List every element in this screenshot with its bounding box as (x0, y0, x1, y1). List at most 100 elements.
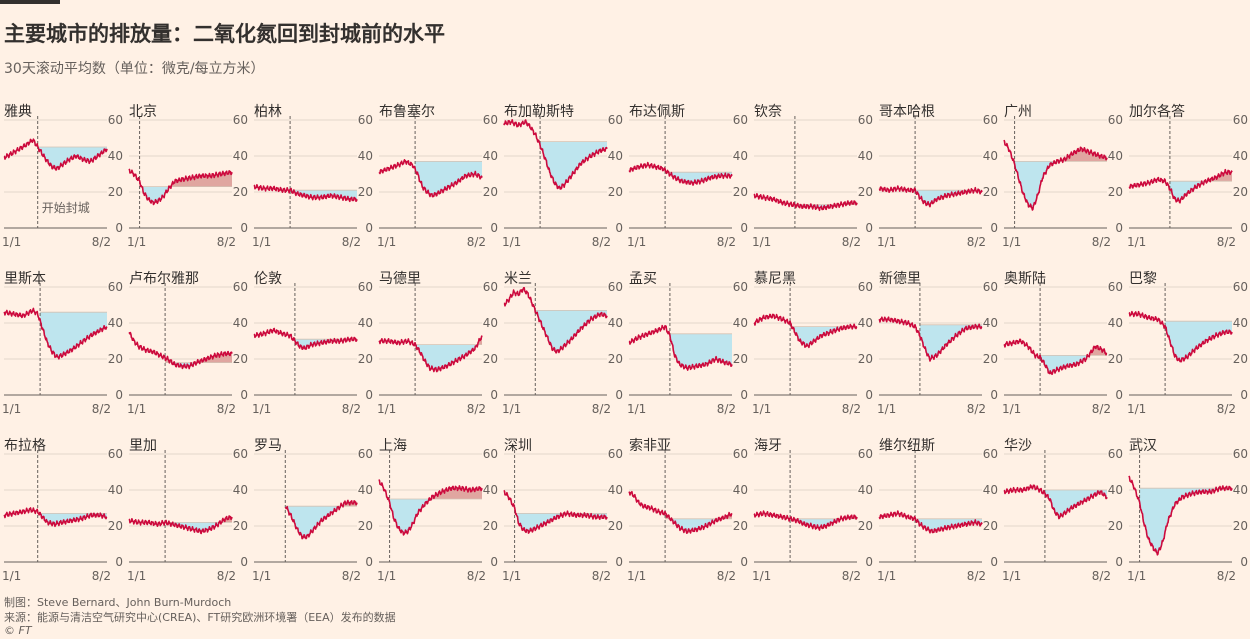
x-tick-label: 8/2 (842, 235, 861, 249)
y-tick-label: 40 (108, 149, 123, 163)
x-tick-label: 1/1 (1127, 235, 1146, 249)
y-tick-label: 20 (483, 352, 498, 366)
x-tick-label: 1/1 (502, 402, 521, 416)
no2-series-line (503, 119, 608, 190)
y-tick-label: 20 (983, 519, 998, 533)
y-tick-label: 0 (115, 388, 123, 402)
y-tick-label: 60 (108, 447, 123, 461)
y-tick-label: 20 (358, 519, 373, 533)
no2-series-line (253, 184, 358, 203)
y-tick-label: 0 (1240, 555, 1248, 569)
no2-series-line (128, 515, 233, 535)
city-chart: 0 20 40 60 1/1 8/2 (127, 447, 248, 583)
y-tick-label: 20 (358, 185, 373, 199)
reduction-area (669, 333, 732, 371)
y-tick-label: 0 (240, 555, 248, 569)
increase-area (1063, 147, 1107, 162)
city-label: 海牙 (754, 438, 782, 454)
y-tick-label: 40 (108, 483, 123, 497)
city-label: 华沙 (1004, 438, 1032, 454)
city-panel: 0 20 40 60 1/1 8/2 孟买 (625, 262, 750, 429)
x-tick-label: 8/2 (92, 235, 111, 249)
city-chart: 0 20 40 60 1/1 8/2 (502, 280, 623, 416)
no2-series-line (1003, 484, 1108, 520)
y-tick-label: 20 (1108, 519, 1123, 533)
y-tick-label: 60 (733, 113, 748, 127)
city-chart: 0 20 40 60 1/1 8/2 (877, 113, 998, 249)
y-tick-label: 60 (858, 280, 873, 294)
y-tick-label: 60 (608, 280, 623, 294)
y-tick-label: 20 (1233, 185, 1248, 199)
no2-series-line (1128, 475, 1233, 556)
city-label: 布拉格 (4, 438, 46, 454)
y-tick-label: 20 (1233, 352, 1248, 366)
reduction-area (142, 186, 169, 205)
x-tick-label: 1/1 (2, 235, 21, 249)
y-tick-label: 40 (858, 149, 873, 163)
x-tick-label: 1/1 (1127, 569, 1146, 583)
y-tick-label: 0 (240, 388, 248, 402)
x-tick-label: 1/1 (127, 402, 146, 416)
city-label: 钦奈 (754, 104, 782, 120)
y-tick-label: 0 (240, 221, 248, 235)
city-panel: 0 20 40 60 1/1 8/2 慕尼黑 (750, 262, 875, 429)
reduction-area (40, 312, 107, 359)
y-tick-label: 40 (733, 149, 748, 163)
x-tick-label: 1/1 (2, 569, 21, 583)
city-label: 维尔纽斯 (879, 438, 935, 454)
no2-series-line (253, 327, 358, 350)
reduction-area (285, 506, 341, 539)
city-label: 慕尼黑 (754, 271, 796, 287)
y-tick-label: 40 (983, 149, 998, 163)
x-tick-label: 8/2 (592, 569, 611, 583)
no2-series-line (878, 510, 983, 534)
city-chart: 0 20 40 60 1/1 8/2 (627, 280, 748, 416)
x-tick-label: 8/2 (467, 235, 486, 249)
city-panel: 0 20 40 60 1/1 8/2 钦奈 (750, 95, 875, 262)
no2-series-line (878, 316, 983, 362)
city-panel: 0 20 40 60 1/1 8/2 华沙 (1000, 429, 1125, 596)
x-tick-label: 8/2 (842, 569, 861, 583)
x-tick-label: 8/2 (1092, 235, 1111, 249)
city-label: 索非亚 (629, 438, 671, 454)
reduction-area (540, 141, 607, 189)
x-tick-label: 1/1 (627, 235, 646, 249)
y-tick-label: 40 (1233, 316, 1248, 330)
x-tick-label: 8/2 (342, 235, 361, 249)
x-tick-label: 8/2 (842, 402, 861, 416)
x-tick-label: 8/2 (1092, 402, 1111, 416)
city-chart: 0 20 40 60 1/1 8/2 开始封城 (2, 113, 123, 249)
city-panel: 0 20 40 60 1/1 8/2 奥斯陆 (1000, 262, 1125, 429)
y-tick-label: 0 (615, 221, 623, 235)
city-label: 武汉 (1129, 438, 1157, 454)
y-tick-label: 0 (490, 555, 498, 569)
city-label: 柏林 (254, 104, 282, 120)
y-tick-label: 0 (865, 221, 873, 235)
city-panel: 0 20 40 60 1/1 8/2 维尔纽斯 (875, 429, 1000, 596)
y-tick-label: 40 (858, 483, 873, 497)
city-label: 里斯本 (4, 271, 46, 287)
city-label: 米兰 (504, 271, 532, 287)
reduction-area (1044, 490, 1107, 519)
city-chart: 0 20 40 60 1/1 8/2 (252, 447, 373, 583)
city-panel: 0 20 40 60 1/1 8/2 哥本哈根 (875, 95, 1000, 262)
x-tick-label: 1/1 (877, 402, 896, 416)
city-panel: 0 20 40 60 1/1 8/2 巴黎 (1125, 262, 1250, 429)
no2-series-line (1128, 310, 1233, 363)
no2-series-line (628, 161, 733, 186)
brand-rule (0, 0, 60, 4)
no2-series-line (503, 489, 608, 534)
x-tick-label: 8/2 (217, 569, 236, 583)
y-tick-label: 40 (608, 316, 623, 330)
reduction-area (1139, 488, 1217, 555)
y-tick-label: 60 (1233, 447, 1248, 461)
x-tick-label: 8/2 (967, 235, 986, 249)
city-label: 布鲁塞尔 (379, 104, 435, 120)
x-tick-label: 1/1 (377, 402, 396, 416)
y-tick-label: 60 (983, 113, 998, 127)
no2-series-line (284, 499, 358, 540)
y-tick-label: 0 (115, 555, 123, 569)
y-tick-label: 20 (608, 352, 623, 366)
x-tick-label: 1/1 (377, 235, 396, 249)
city-panel: 0 20 40 60 1/1 8/2 上海 (375, 429, 500, 596)
